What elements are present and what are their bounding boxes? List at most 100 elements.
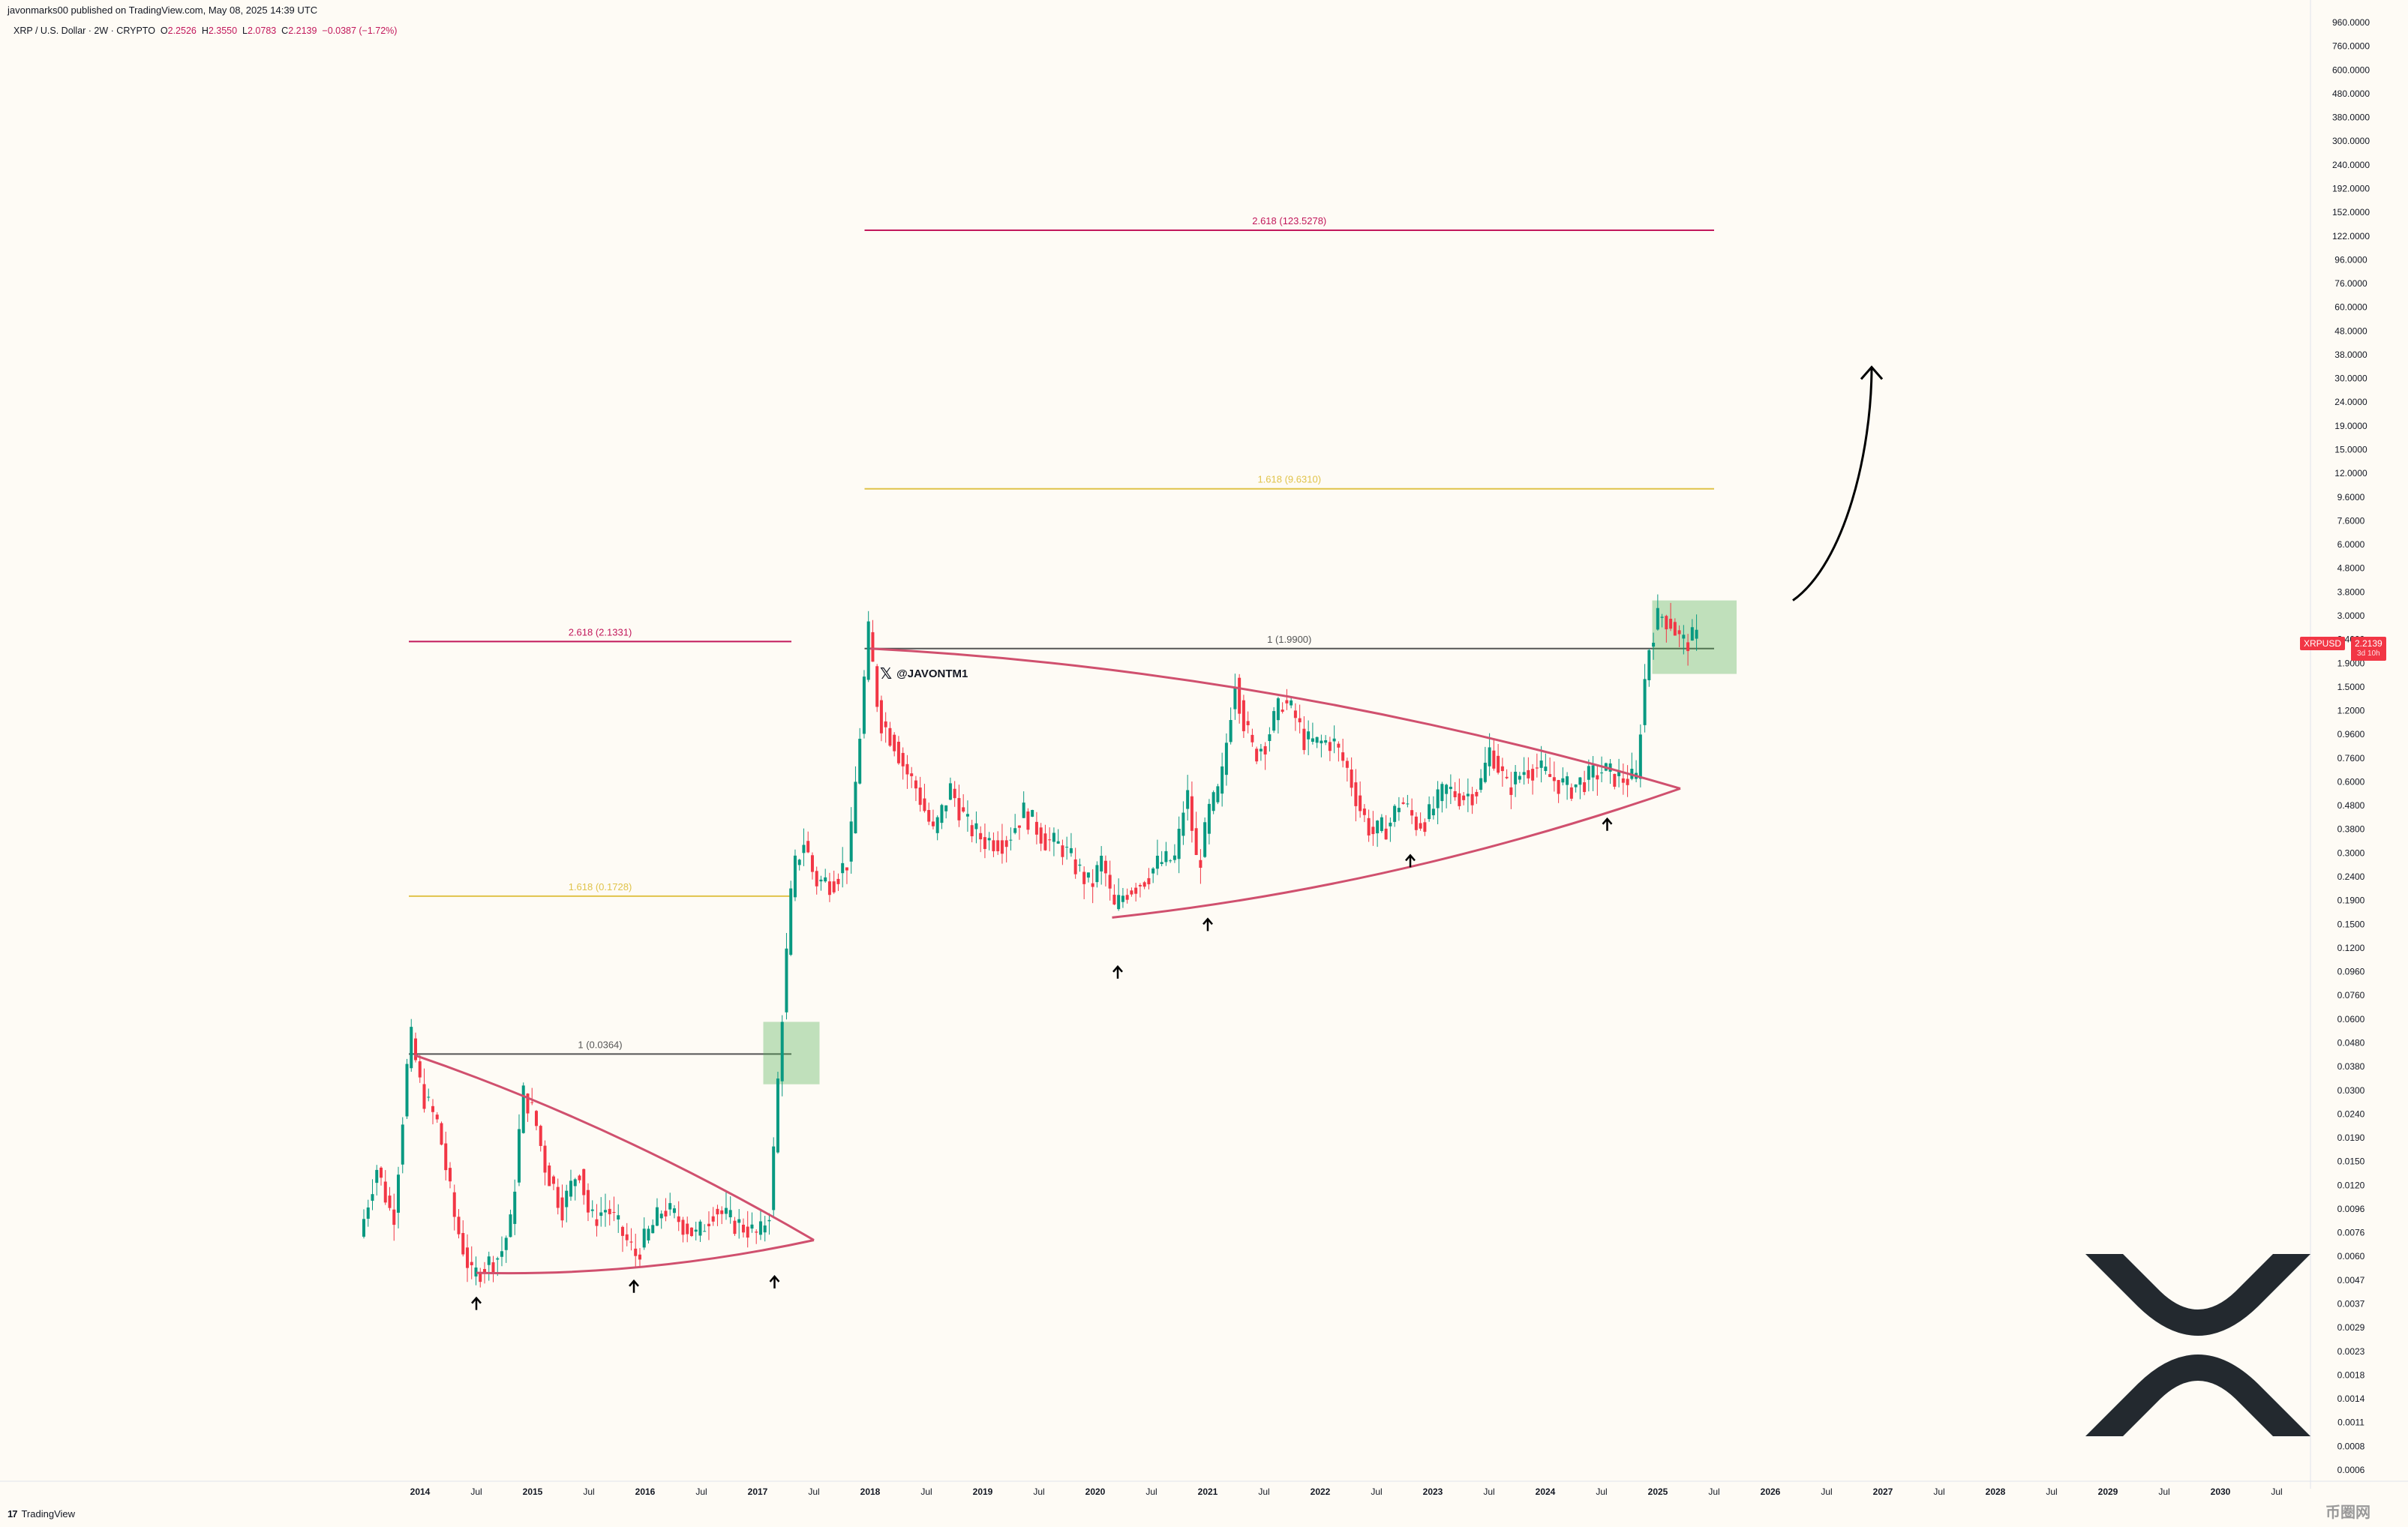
candle-body [1557, 779, 1560, 794]
candle-body [728, 1210, 732, 1218]
price-tick-label: 0.0480 [2337, 1037, 2365, 1048]
fib-level-label: 2.618 (123.5278) [1252, 215, 1326, 226]
tradingview-brand[interactable]: 17 TradingView [8, 1508, 75, 1520]
candle-body [845, 867, 848, 871]
candle-body [457, 1216, 461, 1234]
highlight-boxes [763, 600, 1737, 1084]
candle-body [1216, 786, 1220, 802]
candle-body [1069, 848, 1073, 854]
candle-body [1043, 833, 1047, 850]
candle-body [797, 860, 801, 866]
candle-body [780, 1022, 784, 1082]
candle-body [1341, 752, 1345, 761]
price-tick-label: 24.0000 [2334, 397, 2367, 407]
time-tick-label: Jul [583, 1486, 594, 1497]
price-tick-label: 0.0120 [2337, 1180, 2365, 1190]
candle-body [1311, 738, 1314, 742]
candle-body [599, 1212, 603, 1216]
support-arrow-icon [1602, 817, 1613, 831]
price-tick-label: 1.2000 [2337, 706, 2365, 716]
candle-body [1518, 776, 1521, 780]
candle-body [401, 1124, 404, 1165]
candle-body [983, 837, 986, 850]
projection-arrow [1792, 365, 1884, 602]
candle-body [1548, 774, 1552, 777]
price-axis[interactable]: 960.0000 760.0000 600.0000 480.0000 380.0000… [2310, 0, 2370, 1489]
candle-body [1428, 804, 1431, 820]
candle-body [1276, 698, 1280, 721]
candle-body [836, 878, 840, 884]
close-value: 2.2139 [288, 26, 317, 36]
last-price: 2.2139 [2355, 638, 2382, 649]
candle-body [1492, 750, 1496, 769]
time-tick-label: 2019 [973, 1486, 993, 1497]
candle-body [668, 1203, 672, 1210]
candle-body [1362, 808, 1366, 815]
candle-body [1449, 787, 1452, 790]
candle-body [539, 1126, 542, 1146]
candle-body [1410, 810, 1414, 816]
candle-body [1009, 839, 1013, 841]
price-tick-label: 0.0600 [2337, 1014, 2365, 1024]
candle-body [517, 1129, 521, 1183]
candle-body [1039, 827, 1043, 844]
candle-body [905, 764, 909, 775]
candle-body [1078, 864, 1082, 866]
candle-body [664, 1210, 668, 1216]
candle-body [586, 1190, 590, 1213]
candle-body [1138, 884, 1142, 886]
candle-body [435, 1114, 439, 1120]
time-axis[interactable]: 2014 Jul 2015 Jul 2016 Jul 2017 Jul 2018 Jul 2019 J… [0, 1480, 2408, 1497]
candle-body [487, 1256, 491, 1265]
candle-body [1238, 677, 1242, 714]
candle-body [974, 823, 978, 830]
symbol-name[interactable]: XRP / U.S. Dollar · 2W · CRYPTO [14, 26, 155, 36]
candle-body [1320, 740, 1323, 744]
candle-body [806, 841, 810, 853]
time-tick-label: 2021 [1198, 1486, 1218, 1497]
price-tick-label: 48.0000 [2334, 326, 2367, 336]
support-arrow-icon [1202, 917, 1213, 932]
candle-body [1164, 850, 1168, 862]
price-tick-label: 1.5000 [2337, 682, 2365, 692]
candle-body [1026, 812, 1030, 830]
candle-body [1147, 878, 1151, 885]
candle-body [1423, 822, 1427, 832]
candle-body [1233, 687, 1237, 710]
time-tick-label: 2027 [1873, 1486, 1893, 1497]
price-tick-label: 480.0000 [2332, 88, 2370, 99]
candle-body [1431, 808, 1435, 816]
candle-body [672, 1208, 676, 1214]
candle-body [573, 1179, 577, 1186]
candle-body [362, 1219, 365, 1237]
trendline-cycle1-upper [414, 1054, 815, 1241]
candle-body [1574, 784, 1578, 788]
candle-body [1022, 802, 1025, 818]
candle-body [556, 1186, 560, 1208]
candle-body [810, 855, 814, 872]
author-handle: 𝕏 @JAVONTM1 [880, 664, 968, 683]
candle-body [1031, 809, 1034, 817]
candle-body [785, 948, 788, 1012]
xrp-logo-icon [2085, 1254, 2310, 1436]
candle-body [1470, 794, 1474, 806]
candle-body [1389, 822, 1392, 826]
candle-body [634, 1248, 638, 1256]
highlight-box [1652, 600, 1737, 674]
candle-body [1160, 862, 1163, 865]
price-tick-label: 122.0000 [2332, 231, 2370, 242]
fib-extension-levels: 2.618 (2.1331) 1.618 (0.1728) 1 (0.0364) 2.… [409, 215, 1714, 1055]
open-value: 2.2526 [167, 26, 197, 36]
time-tick-label: Jul [2158, 1486, 2169, 1497]
time-tick-label: 2014 [410, 1486, 431, 1497]
price-tick-label: 60.0000 [2334, 302, 2367, 313]
candle-body [1531, 769, 1535, 781]
candle-body [1281, 710, 1284, 712]
candle-body [763, 1225, 767, 1233]
candle-body [638, 1254, 641, 1260]
candle-body [1082, 872, 1086, 884]
price-tick-label: 0.0029 [2337, 1322, 2365, 1333]
support-arrow-icon [769, 1274, 780, 1288]
candle-body [965, 814, 969, 817]
